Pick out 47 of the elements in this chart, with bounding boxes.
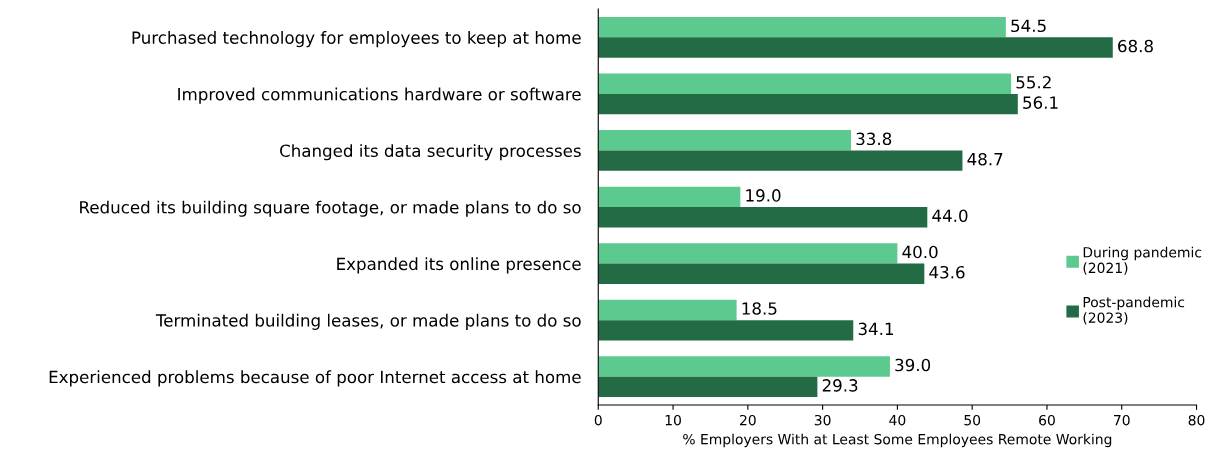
bar: [598, 263, 925, 284]
data-label: 43.6: [929, 265, 965, 279]
bar: [598, 299, 737, 321]
x-tick-label: 80: [1188, 414, 1205, 426]
bar: [598, 130, 852, 151]
data-label: 68.8: [1118, 39, 1153, 53]
x-tick-label: 0: [594, 414, 602, 426]
data-label: 54.5: [1011, 19, 1046, 33]
x-tick-label: 30: [814, 414, 831, 426]
x-tick-label: 40: [889, 414, 906, 426]
data-label: 33.8: [856, 132, 892, 146]
y-tick-label: Reduced its building square footage, or made plans to do so: [80, 200, 581, 217]
y-tick-label: Expanded its online presence: [337, 257, 581, 274]
data-label: 44.0: [932, 209, 968, 223]
x-tick-label: 10: [665, 414, 681, 426]
bar: [598, 243, 898, 264]
y-tick-label: Terminated building leases, or made plans to do so: [155, 313, 581, 330]
bar: [598, 37, 1113, 58]
bar: [598, 150, 963, 171]
legend-label: During pandemic (2021): [1083, 246, 1202, 275]
data-label: 18.5: [742, 302, 777, 315]
x-axis-title: % Employers With at Least Some Employees Remote Working: [683, 433, 1112, 448]
data-label: 39.0: [895, 358, 931, 372]
y-tick-label: Improved communications hardware or software: [178, 87, 581, 104]
data-label: 34.1: [858, 322, 894, 336]
y-tick-label: Purchased technology for employees to keep at home: [132, 31, 581, 48]
legend-label: Post-pandemic (2023): [1083, 296, 1185, 325]
bar: [598, 320, 854, 341]
bar: [598, 17, 1006, 38]
y-tick-label: Experienced problems because of poor Internet access at home: [49, 370, 581, 387]
x-tick-label: 60: [1039, 414, 1055, 426]
x-tick-label: 20: [740, 414, 756, 426]
bar: [598, 186, 741, 208]
data-label: 48.7: [967, 152, 1003, 166]
y-tick-label: Changed its data security processes: [280, 144, 581, 161]
x-tick-label: 50: [964, 414, 981, 426]
bar: [598, 356, 890, 377]
data-label: 40.0: [902, 245, 938, 259]
data-label: 55.2: [1016, 75, 1051, 89]
bar: [598, 73, 1012, 94]
data-label: 19.0: [746, 189, 781, 202]
bar: [598, 376, 818, 398]
x-tick-label: 70: [1114, 414, 1130, 426]
bar: [598, 93, 1018, 115]
data-label: 56.1: [1023, 96, 1058, 109]
bar: [598, 207, 928, 228]
data-label: 29.3: [822, 379, 858, 392]
